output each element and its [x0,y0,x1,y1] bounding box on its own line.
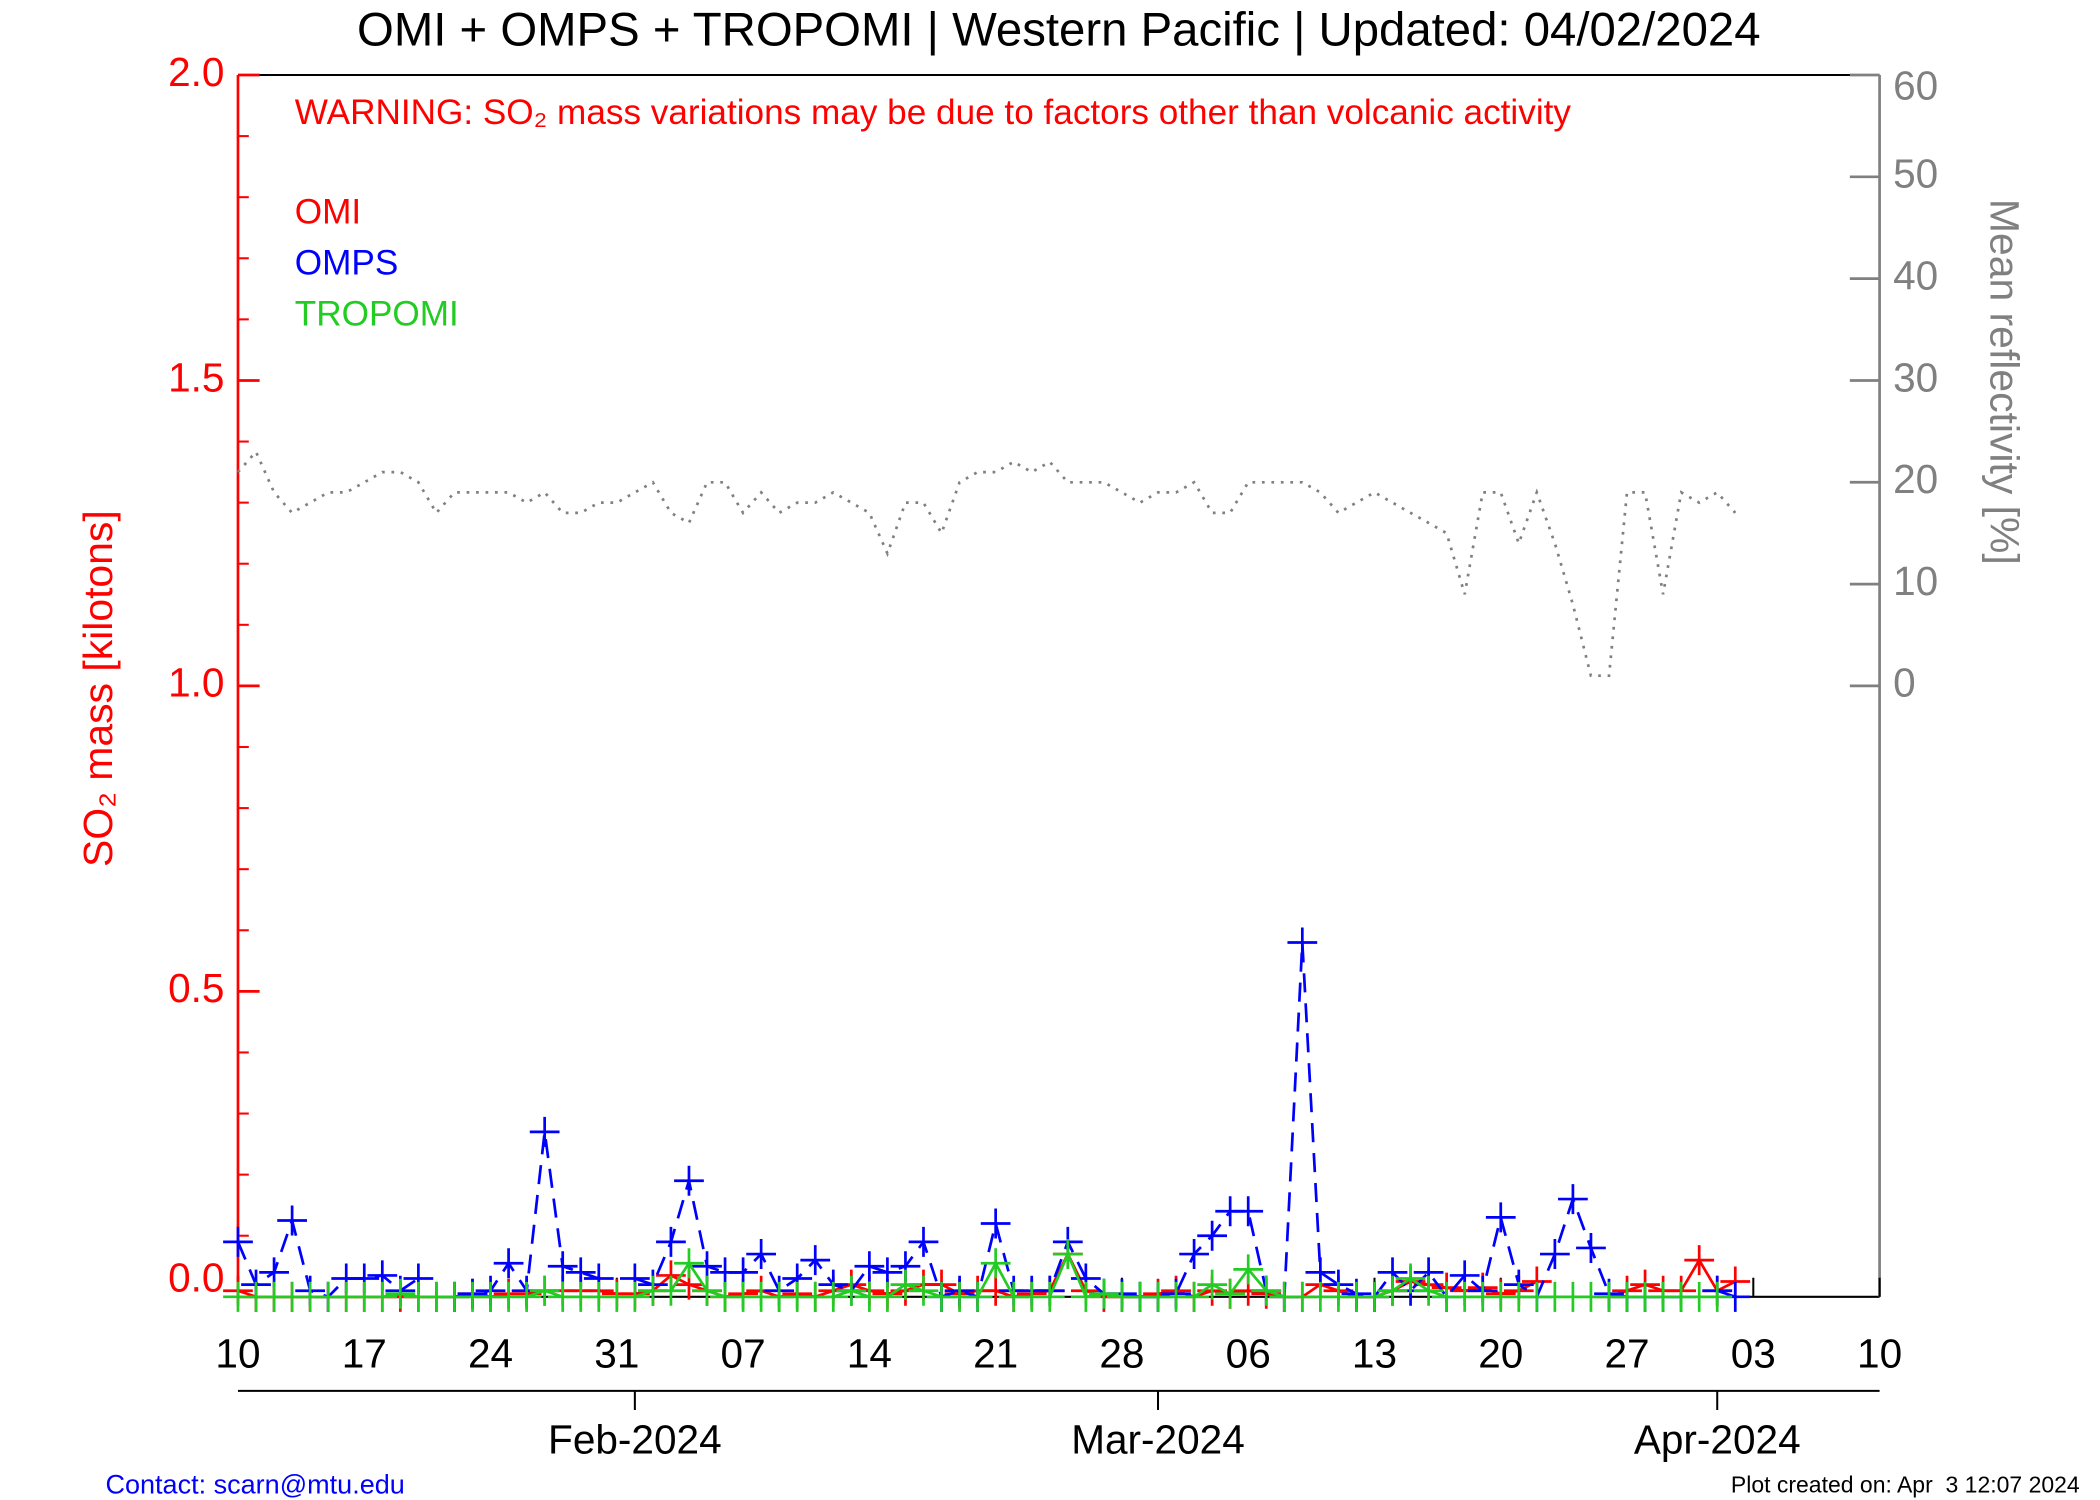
series-line [236,449,1737,678]
data-point [962,1281,993,1312]
data-point [1179,1239,1209,1270]
y-tick-label: 0.0 [168,1254,224,1300]
data-point [1395,1263,1426,1294]
x-tick-label: 28 [1099,1330,1144,1376]
data-point [1287,927,1318,958]
data-point [529,1275,560,1306]
data-point [1052,1239,1083,1270]
data-point [1684,1245,1715,1276]
x-tick-label: 17 [342,1330,387,1376]
data-point [890,1269,921,1300]
data-point [980,1248,1011,1279]
data-point [1702,1281,1733,1312]
x-tick-label: 27 [1604,1330,1649,1376]
data-point [1215,1278,1246,1309]
data-point [854,1251,885,1282]
data-point [800,1245,831,1276]
legend-entry: TROPOMI [295,295,459,334]
data-point [872,1281,903,1312]
y-axis-label: SO₂ mass [kilotons] [75,510,121,867]
data-point [1197,1220,1228,1251]
month-tick-label: Mar-2024 [1071,1416,1245,1462]
data-point [385,1278,416,1309]
x-tick-label: 13 [1352,1330,1397,1376]
x-tick-label: 14 [847,1330,892,1376]
data-point [1070,1281,1101,1312]
data-point [1197,1269,1228,1300]
footer-created: Plot created on: Apr 3 12:07 2024 [1731,1471,2080,1497]
y-tick-label: 1.0 [168,660,224,706]
data-point [1089,1278,1119,1309]
data-point [619,1281,650,1312]
data-point [1251,1275,1282,1306]
y2-tick-label: 60 [1893,62,1938,108]
y-tick-label: 2.0 [168,49,224,95]
data-point [1179,1281,1209,1312]
data-point [1233,1254,1264,1285]
data-point [1359,1281,1390,1312]
chart-title: OMI + OMPS + TROPOMI | Western Pacific |… [357,3,1760,56]
x-tick-label: 10 [215,1330,260,1376]
data-point [674,1248,704,1279]
data-point [1540,1239,1570,1270]
y2-tick-label: 10 [1893,558,1938,604]
y-tick-label: 0.5 [168,965,224,1011]
data-point [529,1116,560,1147]
data-point [1233,1196,1264,1227]
x-tick-label: 31 [594,1330,639,1376]
y2-tick-label: 0 [1893,660,1916,706]
data-point [746,1239,777,1270]
x-tick-label: 06 [1226,1330,1271,1376]
x-tick-label: 20 [1478,1330,1523,1376]
x-tick-label: 07 [721,1330,766,1376]
data-point [1576,1232,1606,1263]
data-point [493,1248,524,1279]
data-point [908,1226,939,1257]
y2-tick-label: 40 [1893,252,1938,298]
annotation: WARNING: SO₂ mass variations may be due … [295,93,1572,132]
data-point [547,1251,578,1282]
data-point [674,1165,704,1196]
x-tick-label: 10 [1857,1330,1902,1376]
data-point [367,1281,398,1312]
x-tick-label: 21 [973,1330,1018,1376]
legend-entry: OMPS [295,243,399,282]
footer-contact: Contact: scarn@mtu.edu [105,1468,404,1499]
x-tick-label: 24 [468,1330,513,1376]
month-tick-label: Apr-2024 [1634,1416,1801,1462]
legend-entry: OMI [295,192,361,231]
data-point [908,1275,939,1306]
y2-tick-label: 20 [1893,456,1938,502]
y2-tick-label: 50 [1893,150,1938,196]
data-point [277,1205,307,1236]
data-point [1485,1202,1516,1233]
data-point [223,1226,253,1257]
data-point [656,1275,686,1306]
data-point [692,1275,722,1306]
data-point [511,1281,542,1312]
data-point [1558,1184,1588,1215]
y2-axis-label: Mean reflectivity [%] [1982,199,2028,565]
y-tick-label: 1.5 [168,354,224,400]
x-tick-label: 03 [1731,1330,1776,1376]
data-point [836,1275,867,1306]
data-point [1034,1281,1065,1312]
data-point [656,1226,686,1257]
data-point [1413,1275,1444,1306]
data-point [980,1208,1011,1239]
data-point [1377,1275,1408,1306]
month-tick-label: Feb-2024 [548,1416,722,1462]
data-point [818,1281,849,1312]
y2-tick-label: 30 [1893,354,1938,400]
